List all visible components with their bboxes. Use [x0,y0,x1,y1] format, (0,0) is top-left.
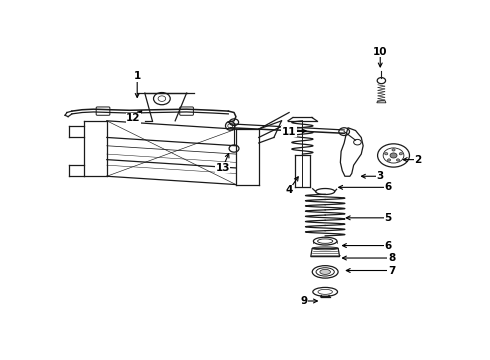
Text: 2: 2 [415,155,422,165]
Ellipse shape [320,269,330,274]
Text: 4: 4 [285,185,293,195]
Circle shape [385,153,388,155]
Text: 8: 8 [388,253,395,263]
Text: 13: 13 [216,163,230,173]
Circle shape [396,159,400,161]
Text: 6: 6 [384,183,392,192]
Circle shape [399,153,402,155]
Text: 10: 10 [373,46,388,57]
Text: 7: 7 [388,266,395,275]
Text: 1: 1 [134,72,141,81]
Text: 12: 12 [126,113,141,123]
Text: 9: 9 [301,296,308,306]
Circle shape [388,159,391,161]
Text: 3: 3 [377,171,384,181]
Text: 11: 11 [282,127,296,137]
Circle shape [390,153,397,158]
Text: 5: 5 [384,213,392,223]
Circle shape [392,149,395,151]
Text: 6: 6 [384,240,392,251]
